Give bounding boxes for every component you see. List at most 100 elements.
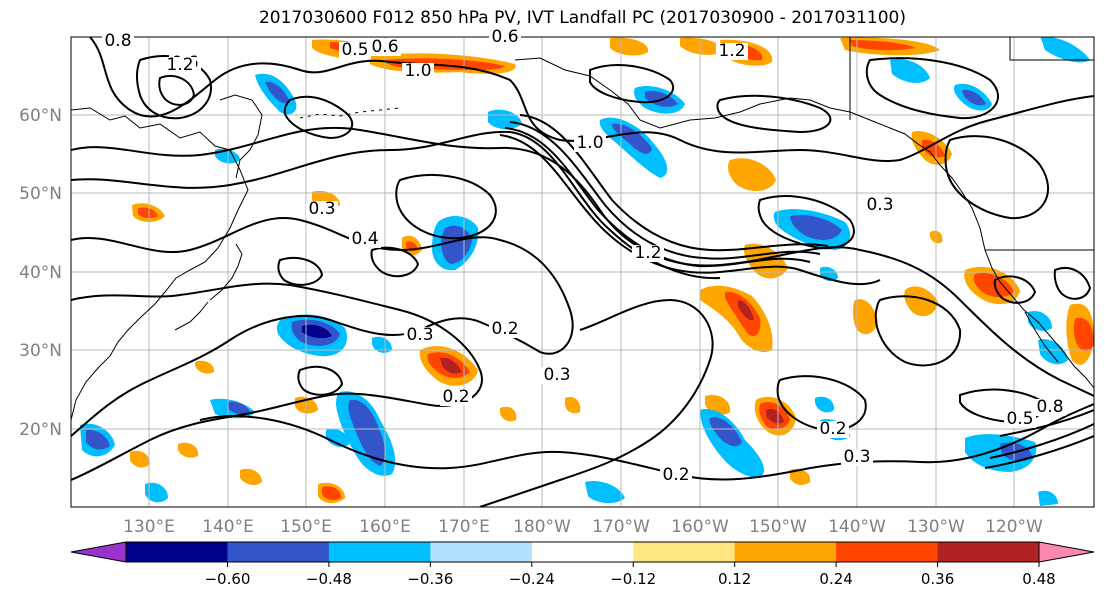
latitude-label: 50°N (19, 184, 62, 204)
longitude-label: 160°E (359, 517, 411, 537)
positive-anomaly-blob (610, 37, 649, 56)
contour-labels: 0.80.61.20.50.61.00.61.21.00.30.40.20.30… (102, 27, 1066, 485)
negative-anomaly-blob (599, 117, 668, 178)
colorbar-outline (125, 541, 1040, 563)
colorbar-segment (836, 542, 939, 562)
map-title: 2017030600 F012 850 hPa PV, IVT Landfall… (258, 8, 906, 28)
longitude-label: 140°E (202, 517, 254, 537)
positive-anomaly-blob (680, 37, 723, 55)
longitude-labels: 130°E 140°E 150°E 160°E 170°E 180°W 170°W 160°W… (123, 517, 1043, 537)
negative-anomaly-blob (890, 58, 930, 83)
negative-anomaly-blob (612, 123, 652, 154)
pv-contour-line (499, 134, 881, 286)
latitude-labels: 60°N 50°N 40°N 30°N 20°N (19, 106, 62, 440)
contour-label-background (102, 33, 134, 50)
contour-label: 0.3 (843, 447, 870, 467)
pv-contour-line (757, 195, 855, 250)
contour-label: 0.3 (406, 325, 433, 345)
negative-anomaly-regions (80, 37, 1090, 506)
latitude-label: 30°N (19, 341, 62, 361)
longitude-label: 130°E (123, 517, 175, 537)
contour-label: 1.2 (166, 55, 193, 75)
negative-anomaly-blob (1038, 339, 1068, 365)
longitude-label: 180°W (513, 517, 571, 537)
negative-anomaly-blob (265, 81, 290, 104)
contour-label: 0.5 (1006, 409, 1033, 429)
positive-anomaly-blob (744, 243, 788, 279)
negative-anomaly-blob (372, 336, 392, 353)
contour-label-background (864, 197, 896, 214)
positive-anomaly-blob (738, 300, 754, 321)
contour-label-background (574, 135, 606, 152)
japan-coastline (174, 301, 209, 331)
pv-contour-line (71, 126, 1094, 397)
baja-coastline (1024, 311, 1059, 363)
pv-contour-line (993, 275, 1037, 304)
colorbar-tick-label: −0.48 (306, 570, 352, 588)
colorbar-tick-label: −0.24 (509, 570, 555, 588)
contour-label-background (632, 245, 664, 262)
positive-anomaly-blob (130, 450, 150, 468)
pv-contour-line (865, 57, 1000, 120)
negative-anomaly-blob (1038, 490, 1058, 506)
contour-label: 1.2 (634, 243, 661, 263)
contour-label: 0.6 (491, 27, 518, 47)
contour-label: 0.8 (1036, 397, 1063, 417)
north-america-border (1009, 37, 1094, 61)
alaska-coastline (514, 57, 811, 129)
longitude-label: 120°W (985, 517, 1043, 537)
pv-contour-line (71, 130, 721, 280)
positive-anomaly-blob (178, 442, 199, 458)
colorbar-tick-label: 0.36 (921, 570, 954, 588)
contour-label-background (404, 327, 436, 344)
positive-anomaly-blob (904, 286, 938, 317)
negative-anomaly-blob (1028, 310, 1052, 331)
pv-contour-line (158, 75, 196, 106)
contour-label: 1.0 (404, 61, 431, 81)
pv-contour-line (999, 409, 1094, 437)
positive-anomaly-blob (852, 299, 878, 335)
latitude-label: 60°N (19, 106, 62, 126)
pv-contour-line (1053, 267, 1092, 300)
longitude-label: 130°W (907, 517, 965, 537)
positive-anomaly-blob (500, 406, 517, 422)
contour-label-background (164, 57, 196, 74)
pv-contour-line (589, 64, 675, 104)
positive-anomaly-blob (322, 486, 342, 501)
negative-anomaly-blob (962, 89, 986, 106)
positive-anomaly-blob (922, 139, 945, 158)
contour-label: 0.3 (543, 365, 570, 385)
contour-label: 0.2 (819, 419, 846, 439)
contour-label-background (306, 201, 338, 218)
contour-label-background (349, 231, 381, 248)
contour-label: 0.2 (491, 319, 518, 339)
longitude-label: 150°E (280, 517, 332, 537)
pv-contour-line (984, 435, 1094, 469)
contour-label-background (489, 29, 521, 46)
longitude-label: 160°W (671, 517, 729, 537)
contour-label-background (369, 39, 401, 56)
colorbar-segment (227, 542, 330, 562)
colorbar-segment (531, 542, 634, 562)
longitude-label: 150°W (749, 517, 807, 537)
contour-label: 0.2 (442, 387, 469, 407)
graticule (71, 37, 1094, 507)
pv-contour-line (519, 114, 829, 252)
pv-contour-line (716, 94, 832, 134)
pv-anomaly-shading (80, 37, 1094, 506)
negative-anomaly-blob (709, 417, 742, 447)
positive-anomaly-blob (440, 357, 462, 374)
colorbar-segment (734, 542, 837, 562)
contour-label-background (339, 42, 371, 59)
pv-contour-line (509, 121, 821, 260)
negative-anomaly-blob (585, 480, 625, 504)
positive-anomaly-blob (1073, 317, 1094, 352)
pv-contour-line (71, 282, 483, 481)
contour-label: 0.8 (104, 31, 131, 51)
positive-anomaly-blob (725, 291, 761, 337)
negative-anomaly-blob (145, 482, 168, 503)
positive-anomaly-blob (766, 408, 784, 424)
colorbar-tick-label: −0.60 (204, 570, 250, 588)
contour-label-background (1034, 399, 1066, 416)
pv-contour-line (370, 246, 420, 278)
